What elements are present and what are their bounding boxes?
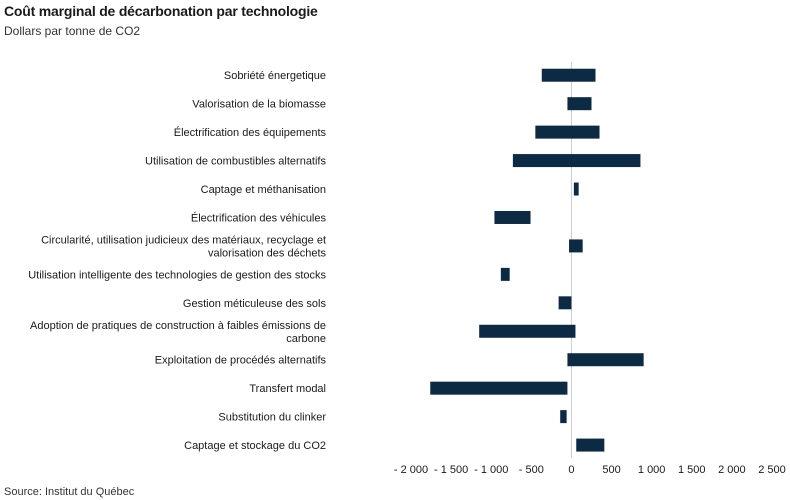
bar [430,381,568,395]
category-label-line: Circularité, utilisation judicieux des m… [41,234,326,246]
x-tick-label: - 1 500 [434,464,468,476]
category-label-line: Substitution du clinker [218,412,326,424]
category-label: Captage et stockage du CO2 [184,440,326,452]
category-label: Substitution du clinker [218,412,326,424]
category-label-line: Adoption de pratiques de construction à … [30,320,326,332]
category-label-line: Valorisation de la biomasse [192,99,326,111]
bar [573,182,579,196]
category-label: Transfert modal [249,383,326,395]
category-label: Électrification des équipements [174,126,327,139]
x-tick-label: - 1 000 [474,464,508,476]
bar [535,125,600,139]
bar [567,97,592,111]
x-tick-label: 2 000 [718,464,746,476]
bar [500,267,510,281]
category-label-line: Captage et stockage du CO2 [184,440,326,452]
category-label-line: Sobriété énergetique [224,70,326,82]
category-label: Utilisation de combustibles alternatifs [145,156,326,168]
chart-subtitle: Dollars par tonne de CO2 [4,24,141,38]
x-tick-label: 1 000 [638,464,666,476]
chart-title: Coût marginal de décarbonation par techn… [4,3,318,19]
x-tick-label: - 2 000 [394,464,428,476]
category-label-line: valorisation des déchets [208,247,327,259]
x-tick-label: 2 500 [758,464,786,476]
x-tick-label: 500 [602,464,620,476]
category-label: Utilisation intelligente des technologie… [28,269,326,281]
category-label-line: Captage et méthanisation [201,184,326,196]
x-tick-label: - 500 [519,464,544,476]
category-label-line: Transfert modal [249,383,326,395]
category-label: Adoption de pratiques de construction à … [30,320,326,345]
category-label-line: Exploitation de procédés alternatifs [155,355,327,367]
category-label-line: Utilisation de combustibles alternatifs [145,156,326,168]
category-label: Sobriété énergetique [224,70,326,82]
category-label-line: Électrification des véhicules [191,211,327,224]
category-label: Captage et méthanisation [201,184,326,196]
category-label: Gestion méticuleuse des sols [183,298,327,310]
category-label: Circularité, utilisation judicieux des m… [41,234,326,259]
category-label: Exploitation de procédés alternatifs [155,355,327,367]
category-label-line: carbone [286,333,326,345]
category-label: Électrification des véhicules [191,211,327,224]
x-tick-label: 1 500 [678,464,706,476]
bar [569,239,583,253]
category-label-line: Gestion méticuleuse des sols [183,298,327,310]
bar [558,296,572,310]
bar [479,324,576,338]
bar [560,410,567,424]
category-label-line: Électrification des équipements [174,126,327,139]
bar [512,154,641,168]
category-label: Valorisation de la biomasse [192,99,326,111]
x-tick-label: 0 [568,464,574,476]
bar [541,68,596,82]
category-label-line: Utilisation intelligente des technologie… [28,269,326,281]
bar [567,353,644,367]
chart-source: Source: Institut du Québec [4,486,135,498]
bar [576,438,605,452]
bar [494,210,531,224]
